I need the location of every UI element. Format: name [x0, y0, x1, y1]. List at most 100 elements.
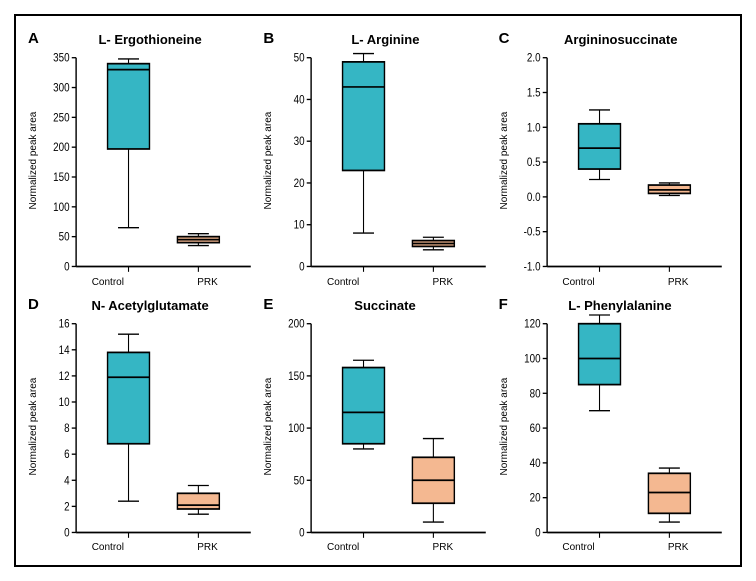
- svg-text:200: 200: [289, 317, 305, 330]
- svg-text:200: 200: [53, 141, 69, 154]
- panel-header: A L- Ergothioneine: [28, 28, 257, 47]
- plot-area: 0 10 20 30 40 50: [274, 47, 492, 275]
- y-axis-label: Normalized peak area: [499, 47, 510, 275]
- xlabel-prk: PRK: [628, 540, 728, 553]
- boxplot-svg: 0 50 100 150 200: [274, 313, 492, 541]
- svg-text:-1.0: -1.0: [523, 261, 540, 274]
- boxplot-svg: 0 2 4 6 8 10 12 14 16: [39, 313, 257, 541]
- svg-text:0.0: 0.0: [527, 191, 541, 204]
- xlabel-control: Control: [529, 540, 629, 553]
- xlabel-control: Control: [58, 540, 158, 553]
- panel-grid: A L- Ergothioneine Normalized peak area …: [14, 14, 742, 567]
- svg-text:40: 40: [294, 94, 305, 107]
- xlabel-prk: PRK: [158, 540, 258, 553]
- svg-text:6: 6: [64, 448, 69, 461]
- panel-letter: B: [263, 28, 274, 47]
- x-axis-labels: Control PRK: [28, 275, 257, 288]
- svg-text:0: 0: [64, 261, 69, 274]
- svg-text:100: 100: [53, 201, 69, 214]
- svg-text:2: 2: [64, 500, 69, 513]
- boxplot-svg: 050100150200250300350: [39, 47, 257, 275]
- svg-text:1.0: 1.0: [527, 121, 541, 134]
- svg-text:10: 10: [59, 396, 70, 409]
- panel-title: Succinate: [277, 294, 492, 313]
- panel-e: E Succinate Normalized peak area 0501001…: [263, 294, 492, 554]
- panel-letter: A: [28, 28, 39, 47]
- xlabel-control: Control: [58, 275, 158, 288]
- svg-text:300: 300: [53, 82, 69, 95]
- svg-text:50: 50: [294, 474, 305, 487]
- boxplot-svg: 0 10 20 30 40 50: [274, 47, 492, 275]
- x-axis-labels: Control PRK: [263, 540, 492, 553]
- svg-text:1.5: 1.5: [527, 87, 541, 100]
- panel-header: C Argininosuccinate: [499, 28, 728, 47]
- plot-area: 0 50 100 150 200: [274, 313, 492, 541]
- svg-text:4: 4: [64, 474, 69, 487]
- svg-text:250: 250: [53, 112, 69, 125]
- svg-text:0: 0: [64, 526, 69, 539]
- svg-text:50: 50: [294, 52, 305, 65]
- plot-row: Normalized peak area 0501001502002503003…: [28, 47, 257, 275]
- panel-letter: D: [28, 294, 39, 313]
- panel-d: D N- Acetylglutamate Normalized peak are…: [28, 294, 257, 554]
- panel-title: L- Phenylalanine: [512, 294, 728, 313]
- plot-area: 050100150200250300350: [39, 47, 257, 275]
- svg-text:0.5: 0.5: [527, 156, 541, 169]
- svg-text:100: 100: [289, 422, 305, 435]
- svg-text:2.0: 2.0: [527, 52, 541, 65]
- panel-a: A L- Ergothioneine Normalized peak area …: [28, 28, 257, 288]
- xlabel-prk: PRK: [158, 275, 258, 288]
- panel-f: F L- Phenylalanine Normalized peak area …: [499, 294, 728, 554]
- y-axis-label: Normalized peak area: [28, 313, 39, 541]
- svg-text:20: 20: [294, 177, 305, 190]
- panel-letter: E: [263, 294, 273, 313]
- plot-area: -1.0 -0.5 0.0 0.5 1.0 1.5 2.0: [510, 47, 728, 275]
- plot-area: 0 2 4 6 8 10 12 14 16: [39, 313, 257, 541]
- svg-text:150: 150: [53, 171, 69, 184]
- xlabel-prk: PRK: [393, 540, 493, 553]
- svg-text:14: 14: [59, 343, 70, 356]
- svg-text:150: 150: [289, 370, 305, 383]
- svg-text:60: 60: [529, 422, 540, 435]
- svg-text:0: 0: [535, 526, 540, 539]
- svg-text:30: 30: [294, 135, 305, 148]
- svg-text:10: 10: [294, 219, 305, 232]
- panel-c: C Argininosuccinate Normalized peak area…: [499, 28, 728, 288]
- plot-area: 020406080100120: [510, 313, 728, 541]
- svg-text:16: 16: [59, 317, 70, 330]
- svg-text:8: 8: [64, 422, 69, 435]
- figure-frame: A L- Ergothioneine Normalized peak area …: [0, 0, 756, 581]
- boxplot-svg: 020406080100120: [510, 313, 728, 541]
- xlabel-control: Control: [529, 275, 629, 288]
- panel-letter: F: [499, 294, 508, 313]
- svg-text:-0.5: -0.5: [523, 226, 540, 239]
- boxplot-svg: -1.0 -0.5 0.0 0.5 1.0 1.5 2.0: [510, 47, 728, 275]
- plot-row: Normalized peak area 01020304050: [263, 47, 492, 275]
- plot-row: Normalized peak area -1.0 -0.5 0.0 0.5 1.0 1.…: [499, 47, 728, 275]
- panel-b: B L- Arginine Normalized peak area 01020…: [263, 28, 492, 288]
- svg-text:0: 0: [299, 526, 304, 539]
- panel-title: L- Arginine: [278, 28, 492, 47]
- svg-text:20: 20: [529, 491, 540, 504]
- x-axis-labels: Control PRK: [499, 275, 728, 288]
- plot-row: Normalized peak area 0 2 4 6 8 10 12 14 16: [28, 313, 257, 541]
- svg-text:12: 12: [59, 370, 70, 383]
- y-axis-label: Normalized peak area: [28, 47, 39, 275]
- panel-header: E Succinate: [263, 294, 492, 313]
- panel-header: B L- Arginine: [263, 28, 492, 47]
- panel-title: L- Ergothioneine: [43, 28, 257, 47]
- xlabel-control: Control: [293, 275, 393, 288]
- panel-title: N- Acetylglutamate: [43, 294, 257, 313]
- plot-row: Normalized peak area 050100150200: [263, 313, 492, 541]
- plot-row: Normalized peak area 020406080100120: [499, 313, 728, 541]
- svg-text:350: 350: [53, 52, 69, 65]
- panel-header: F L- Phenylalanine: [499, 294, 728, 313]
- svg-text:40: 40: [529, 457, 540, 470]
- xlabel-control: Control: [293, 540, 393, 553]
- x-axis-labels: Control PRK: [499, 540, 728, 553]
- svg-text:0: 0: [299, 261, 304, 274]
- panel-title: Argininosuccinate: [514, 28, 728, 47]
- panel-header: D N- Acetylglutamate: [28, 294, 257, 313]
- svg-text:100: 100: [524, 352, 540, 365]
- x-axis-labels: Control PRK: [28, 540, 257, 553]
